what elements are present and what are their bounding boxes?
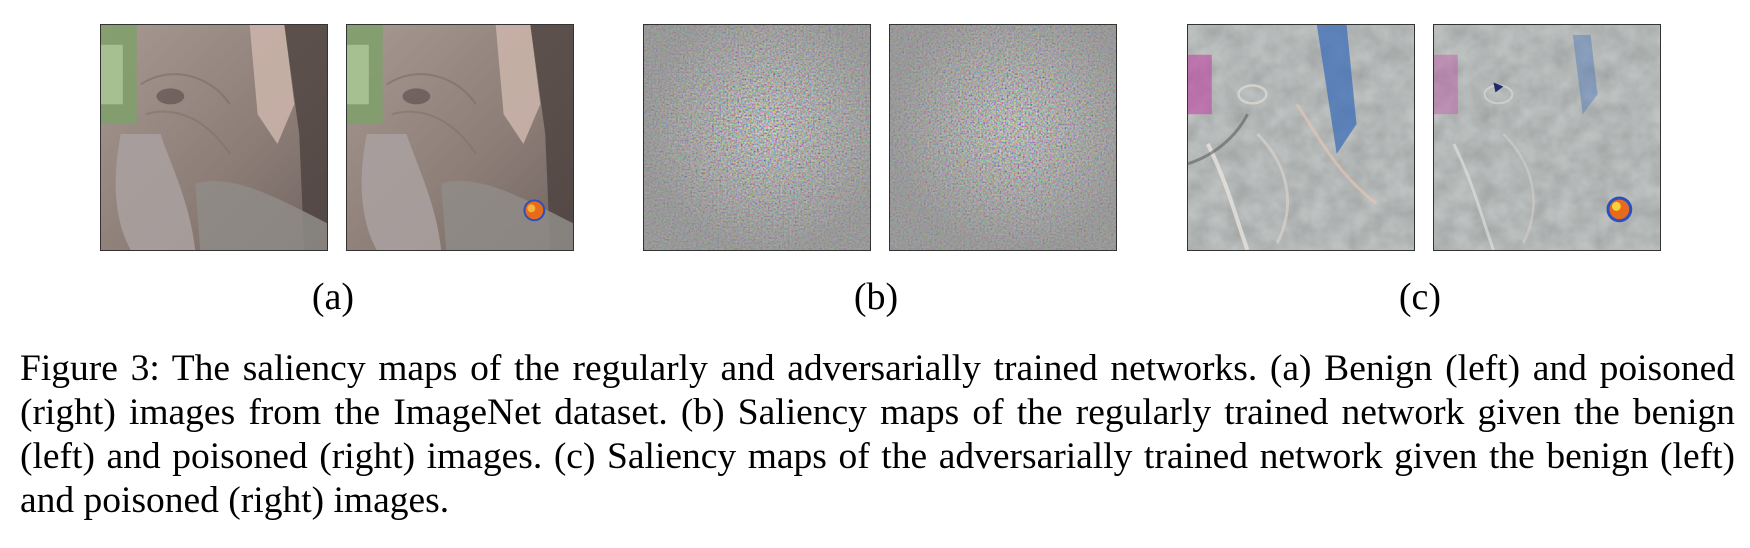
regular-saliency-poisoned-map: [889, 24, 1117, 251]
caption-label: Figure 3:: [20, 348, 160, 389]
trigger-saliency-icon: [1606, 196, 1633, 223]
adv-saliency-svg-left: [1188, 25, 1414, 250]
trigger-icon: [523, 199, 546, 222]
adversarial-saliency-benign-map: [1187, 24, 1415, 251]
noise-svg-left: [644, 25, 870, 250]
adv-saliency-svg-right: [1434, 25, 1660, 250]
subfigure-label-b: (b): [853, 276, 899, 318]
regular-saliency-benign-map: [643, 24, 871, 251]
benign-elephant-image: [100, 24, 328, 251]
poisoned-elephant-image: [346, 24, 574, 251]
noise-svg-right: [890, 25, 1116, 250]
subfigure-label-a: (a): [311, 276, 355, 318]
caption-text: The saliency maps of the regularly and a…: [20, 348, 1735, 521]
benign-elephant-svg: [101, 25, 327, 250]
figure-caption: Figure 3: The saliency maps of the regula…: [20, 347, 1735, 523]
subfigure-label-c: (c): [1398, 276, 1442, 318]
adversarial-saliency-poisoned-map: [1433, 24, 1661, 251]
poisoned-elephant-svg: [347, 25, 573, 250]
